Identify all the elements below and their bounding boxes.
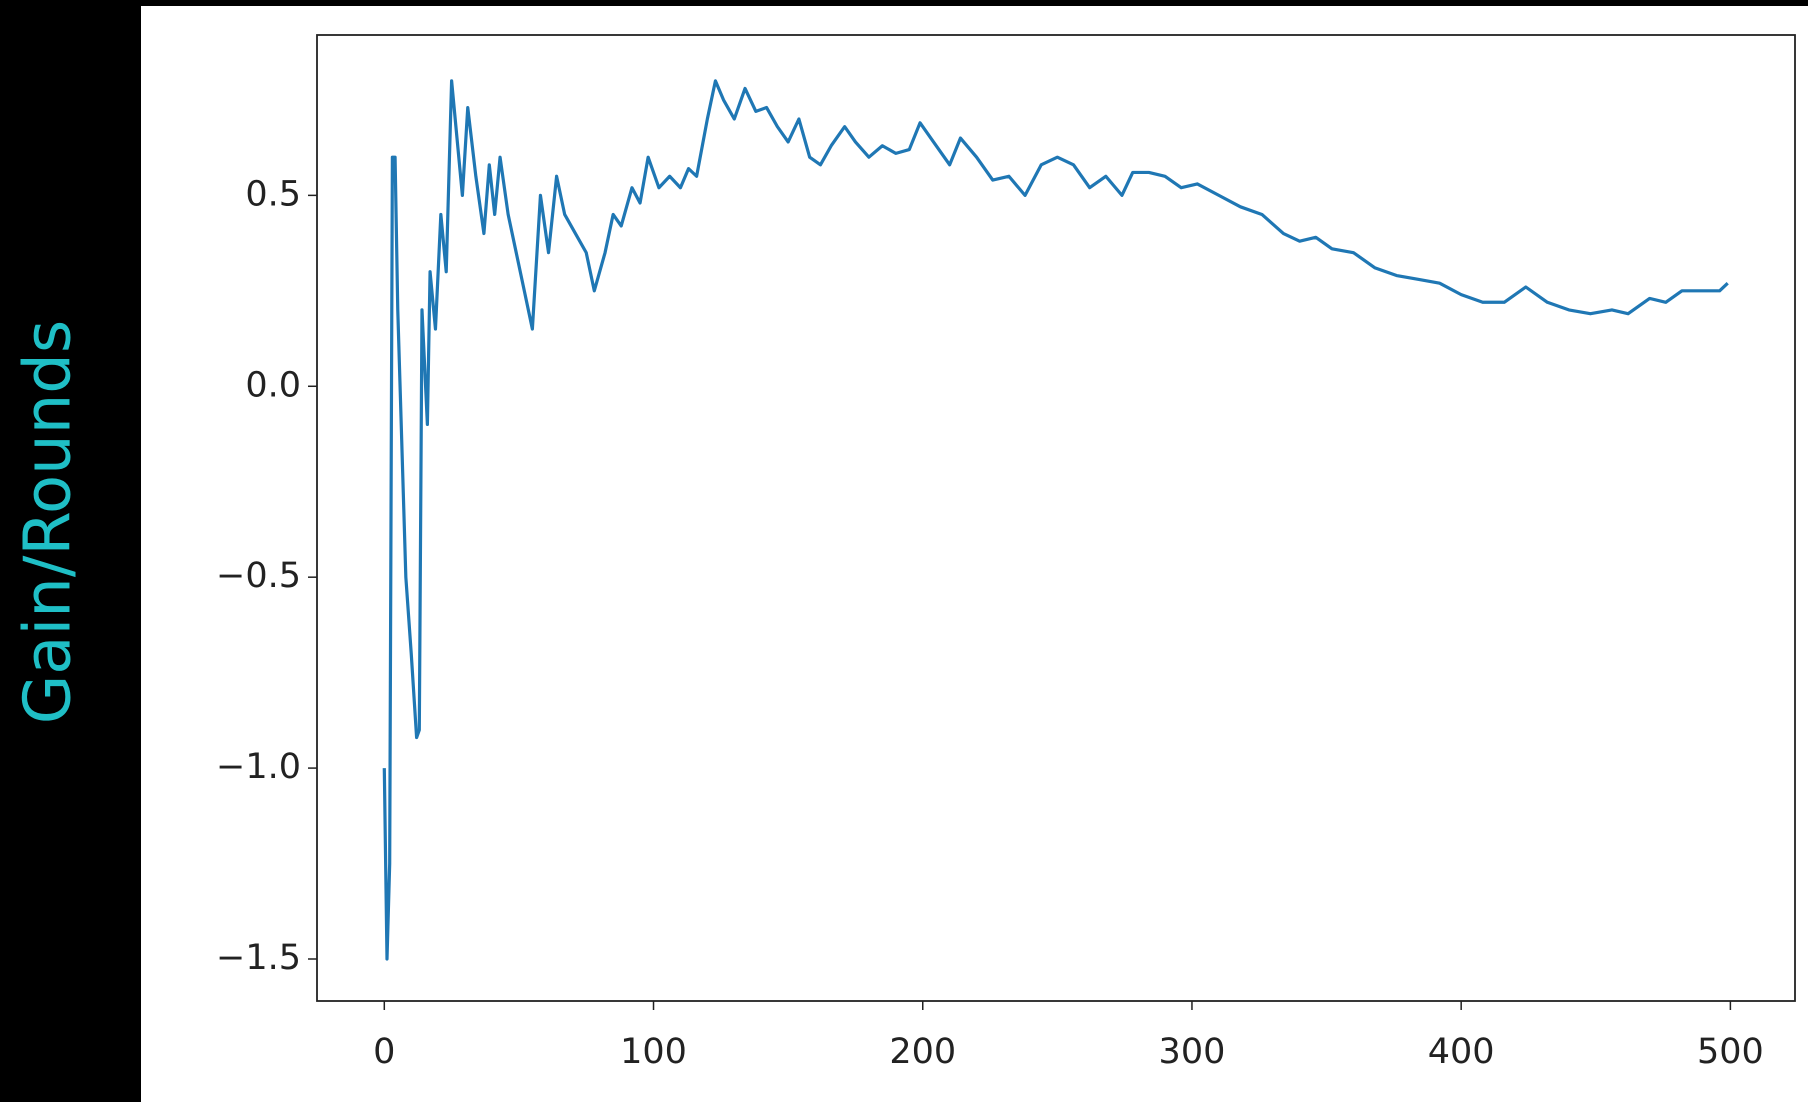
x-tick-label: 200	[889, 1032, 956, 1072]
y-tick-label: 0.0	[245, 365, 301, 405]
data-line	[382, 79, 1729, 961]
y-tick-label: −0.5	[216, 556, 301, 596]
y-tick-label: −1.5	[216, 938, 301, 978]
x-tick-label: 400	[1428, 1032, 1495, 1072]
x-tick-label: 500	[1697, 1032, 1764, 1072]
y-tick-label: −1.0	[216, 747, 301, 787]
y-axis-label: Gain/Rounds	[12, 320, 86, 725]
x-tick-label: 100	[620, 1032, 687, 1072]
x-tick-label: 300	[1159, 1032, 1226, 1072]
y-tick-label: 0.5	[245, 174, 301, 214]
x-tick-label: 0	[373, 1032, 395, 1072]
plot-frame	[316, 34, 1796, 1002]
